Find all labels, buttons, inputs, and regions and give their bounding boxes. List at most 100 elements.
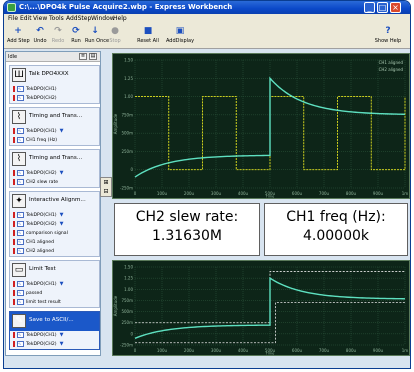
- y-tick-label: 250m: [121, 149, 133, 154]
- dropdown-arrow-icon[interactable]: ▼: [59, 170, 64, 176]
- menu-help[interactable]: Help: [113, 15, 127, 22]
- step-io-row[interactable]: ∿ CH1 freq (Hz): [10, 136, 99, 145]
- menu-edit[interactable]: Edit: [20, 15, 32, 22]
- display-icon: ▣: [175, 26, 185, 36]
- step-io-row[interactable]: ∿ TekDPO(CH1) ▼: [10, 331, 99, 340]
- reset-icon: ■: [143, 26, 153, 36]
- y-tick-label: 1.00: [124, 287, 133, 292]
- dropdown-arrow-icon[interactable]: ▼: [59, 212, 64, 218]
- collapse-all-button[interactable]: ≡: [79, 53, 87, 60]
- redo-button[interactable]: ↷ Redo: [51, 26, 65, 44]
- add-display-button[interactable]: ▣ AddDisplay: [165, 26, 195, 44]
- dropdown-arrow-icon[interactable]: ▼: [59, 341, 64, 347]
- menu-view[interactable]: View: [33, 15, 48, 22]
- io-label: TekDPO(CH2): [26, 96, 57, 101]
- io-marker: [13, 94, 15, 101]
- step-io-row[interactable]: ∿ TekDPO(CH1) ▼: [10, 127, 99, 136]
- x-tick-label: 400u: [238, 191, 249, 196]
- stop-icon: ●: [111, 26, 119, 36]
- maximize-button[interactable]: □: [377, 2, 388, 13]
- io-marker: [13, 247, 15, 254]
- step-io-row[interactable]: ∿ TekDPO(CH1) ▼: [10, 280, 99, 289]
- limit-test-icon: ▭: [12, 263, 26, 277]
- y-tick-label: 1.50: [124, 58, 133, 63]
- run-icon: ⟳: [72, 26, 80, 36]
- step-io-row[interactable]: ∿ CH2 slew rate: [10, 178, 99, 187]
- io-label: TekDPO(CH1): [26, 282, 57, 287]
- y-tick-label: 500m: [121, 309, 133, 314]
- signal-icon: ∿: [17, 85, 24, 92]
- step-header[interactable]: ⌇ Timing and Trans...: [10, 150, 99, 169]
- step-io-row[interactable]: ∿ CH1 aligned: [10, 238, 99, 247]
- step-io-row[interactable]: ∿ TekDPO(CH2) ▼: [10, 340, 99, 349]
- step-io-row[interactable]: ∿ comparison signal: [10, 229, 99, 238]
- dropdown-arrow-icon[interactable]: ▼: [59, 221, 64, 227]
- ch2-waveform: [134, 76, 406, 178]
- signal-icon: ∿: [17, 280, 24, 287]
- step-card[interactable]: ▭ Limit Test ∿ TekDPO(CH1) ▼ ∿ passed ∿ limit te…: [9, 260, 100, 308]
- step-io-row[interactable]: ∿ passed: [10, 289, 99, 298]
- step-io-row[interactable]: ∿ TekDPO(CH1) ▼: [10, 211, 99, 220]
- y-tick-label: 750m: [121, 298, 133, 303]
- x-axis-label: Time: [265, 352, 275, 356]
- step-card[interactable]: ⌇ Timing and Trans... ∿ TekDPO(CH1) ▼ ∿ CH1 fr…: [9, 107, 100, 146]
- step-header[interactable]: ▭ Limit Test: [10, 261, 99, 280]
- y-tick-label: -250m: [120, 343, 133, 348]
- step-io-row[interactable]: ∿ TekDPO(CH2) ▼: [10, 169, 99, 178]
- window-title: C:\...\DPO4k Pulse Acquire2.wbp - Expres…: [19, 3, 233, 11]
- x-tick-label: 700u: [319, 191, 330, 196]
- close-button[interactable]: ×: [390, 2, 401, 13]
- run-once-button[interactable]: ↓ Run Once: [85, 26, 110, 44]
- step-card[interactable]: ✦ Interactive Alignm... ∿ TekDPO(CH1) ▼ ∿ TekD…: [9, 191, 100, 257]
- step-card[interactable]: Ш Talk DPO4XXX ∿ TekDPO(CH1) ∿ TekDPO(CH2): [9, 65, 100, 104]
- lower-limit-line: [135, 302, 405, 344]
- x-tick-label: 1m: [402, 191, 409, 196]
- show-help-button[interactable]: ? Show Help: [374, 26, 402, 44]
- dropdown-arrow-icon[interactable]: ▼: [59, 332, 64, 338]
- step-io-row[interactable]: ∿ CH2 aligned: [10, 247, 99, 256]
- redo-icon: ↷: [54, 26, 62, 36]
- stop-button[interactable]: ● Stop: [109, 26, 121, 44]
- io-marker: [13, 331, 15, 338]
- step-card[interactable]: ⌇ Timing and Trans... ∿ TekDPO(CH2) ▼ ∿ CH2 sl…: [9, 149, 100, 188]
- io-label: CH1 freq (Hz): [26, 138, 58, 143]
- dropdown-arrow-icon[interactable]: ▼: [59, 128, 64, 134]
- run-button[interactable]: ⟳ Run: [71, 26, 81, 44]
- signal-icon: ∿: [17, 331, 24, 338]
- step-header[interactable]: ⌇ Timing and Trans...: [10, 108, 99, 127]
- io-marker: [13, 280, 15, 287]
- x-tick-label: 300u: [211, 191, 222, 196]
- x-tick-label: 800u: [346, 191, 357, 196]
- io-marker: [13, 178, 15, 185]
- save-icon: ✎: [12, 314, 26, 328]
- expand-all-button[interactable]: ▤: [89, 53, 97, 60]
- menu-file[interactable]: File: [8, 15, 19, 22]
- step-header[interactable]: ✦ Interactive Alignm...: [10, 192, 99, 211]
- undo-button[interactable]: ↶ Undo: [33, 26, 47, 44]
- top-waveform-display[interactable]: 0 100u 200u 300u 400u 500u 600u 700u 800u 900u 1m 1…: [112, 53, 410, 199]
- plot-grid: [134, 266, 406, 346]
- y-tick-label: 1.25: [124, 276, 133, 281]
- add-step-button[interactable]: + Add Step: [7, 26, 30, 44]
- step-card[interactable]: ✎ Save to ASCII/... ∿ TekDPO(CH1) ▼ ∿ TekDPO(C…: [9, 311, 100, 350]
- y-tick-label: 1.00: [124, 94, 133, 99]
- step-header[interactable]: Ш Talk DPO4XXX: [10, 66, 99, 85]
- reset-all-button[interactable]: ■ Reset All: [137, 26, 159, 44]
- step-io-row[interactable]: ∿ limit test result: [10, 298, 99, 307]
- menu-addstep[interactable]: AddStep: [66, 15, 92, 22]
- step-header[interactable]: ✎ Save to ASCII/...: [10, 312, 99, 331]
- y-tick-label: 1.25: [124, 76, 133, 81]
- step-io-row[interactable]: ∿ TekDPO(CH1): [10, 85, 99, 94]
- step-io-row[interactable]: ∿ TekDPO(CH2): [10, 94, 99, 103]
- menu-tools[interactable]: Tools: [49, 15, 64, 22]
- bottom-waveform-display[interactable]: 0 100u 200u 300u 400u 500u 600u 700u 800u 900u 1m 1…: [112, 260, 410, 356]
- step-io-row[interactable]: ∿ TekDPO(CH2) ▼: [10, 220, 99, 229]
- y-tick-label: 0: [130, 331, 133, 336]
- timing-icon: ⌇: [12, 110, 26, 124]
- io-marker: [13, 169, 15, 176]
- sequence-pane: Idle ≡ ▤ Ш Talk DPO4XXX ∿ TekDPO(CH1) ∿ TekDP…: [5, 51, 101, 356]
- menu-window[interactable]: Window: [91, 15, 115, 22]
- display-expand-toggle[interactable]: ⊞ ⊟: [100, 177, 112, 197]
- minimize-button[interactable]: _: [364, 2, 375, 13]
- dropdown-arrow-icon[interactable]: ▼: [59, 281, 64, 287]
